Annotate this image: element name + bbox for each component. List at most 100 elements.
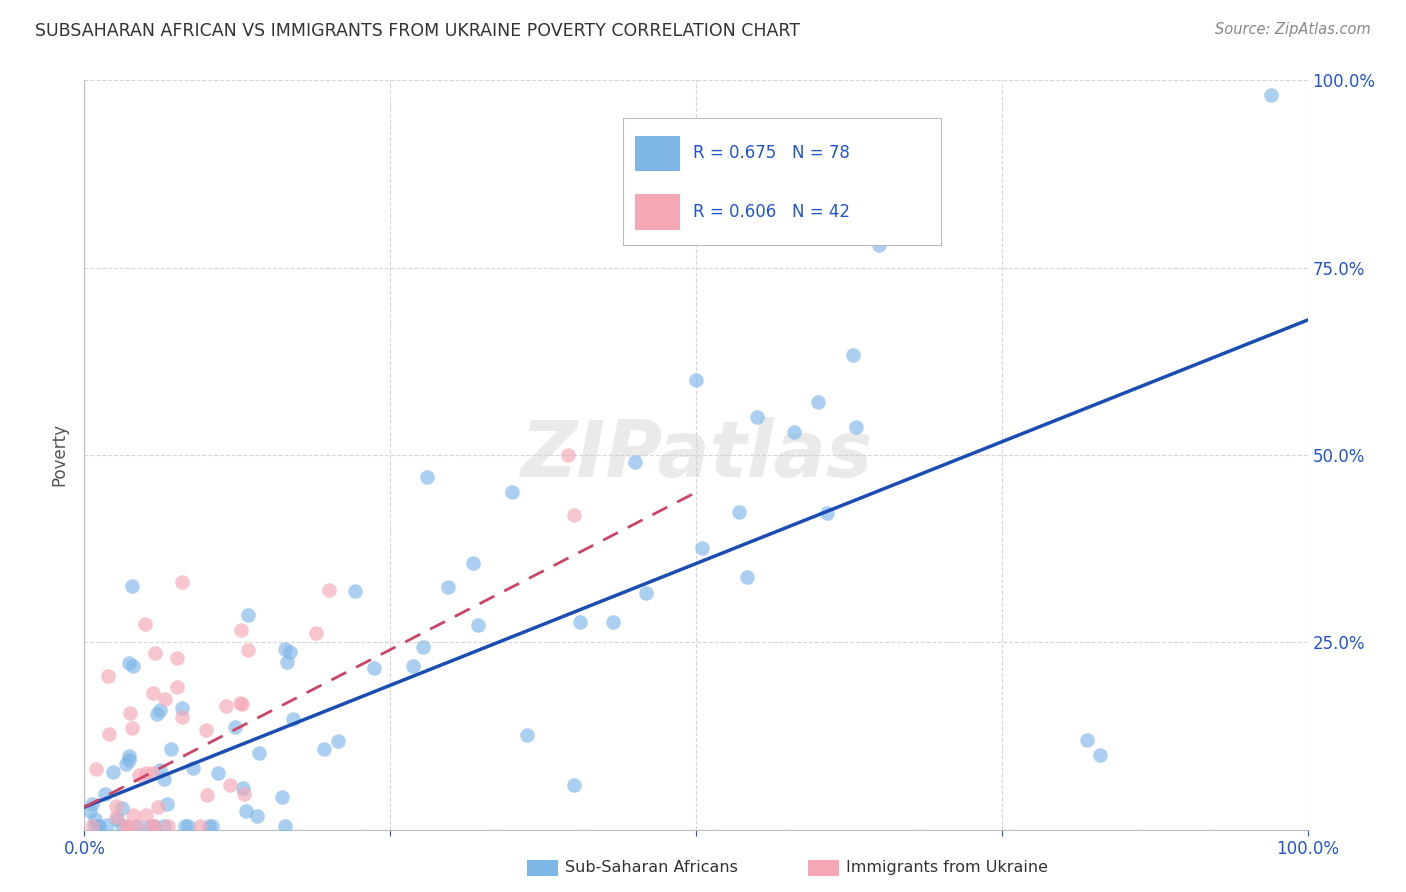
Point — [344, 583, 367, 598]
Point — [238, 642, 260, 657]
Point — [247, 746, 270, 760]
Point — [122, 659, 145, 673]
Point — [274, 819, 297, 833]
Point — [86, 819, 108, 833]
Point — [155, 797, 177, 811]
Point — [101, 764, 124, 779]
Point — [120, 706, 142, 720]
Point — [562, 778, 585, 792]
Point — [281, 713, 304, 727]
Point — [172, 575, 194, 590]
Point — [153, 692, 176, 706]
Point — [602, 615, 624, 630]
Point — [83, 819, 105, 833]
Text: Sub-Saharan Africans: Sub-Saharan Africans — [565, 861, 738, 875]
Point — [176, 819, 198, 833]
Point — [146, 706, 169, 721]
Point — [80, 797, 103, 811]
Point — [845, 419, 868, 434]
Point — [141, 765, 163, 780]
Point — [114, 819, 136, 833]
Point — [134, 617, 156, 632]
Point — [84, 762, 107, 776]
Point — [166, 680, 188, 694]
Point — [1088, 747, 1111, 762]
Point — [80, 819, 103, 833]
Point — [728, 505, 751, 519]
Point — [160, 741, 183, 756]
Point — [842, 348, 865, 362]
Point — [149, 763, 172, 777]
Point — [153, 772, 176, 787]
Point — [111, 801, 134, 815]
Point — [467, 618, 489, 632]
Point — [318, 582, 340, 597]
Point — [118, 656, 141, 670]
Point — [624, 455, 647, 469]
Point — [149, 703, 172, 717]
Point — [156, 819, 179, 833]
Point — [569, 615, 592, 629]
Point — [231, 623, 253, 637]
Point — [233, 787, 256, 801]
Point — [94, 787, 117, 801]
Point — [562, 508, 585, 522]
Point — [690, 541, 713, 555]
Point — [274, 642, 297, 657]
Point — [312, 742, 335, 756]
Point — [79, 804, 101, 818]
Point — [97, 669, 120, 683]
Point — [114, 757, 136, 772]
Point — [235, 804, 257, 818]
Text: Source: ZipAtlas.com: Source: ZipAtlas.com — [1215, 22, 1371, 37]
Point — [125, 819, 148, 833]
Point — [188, 819, 211, 833]
Point — [214, 698, 236, 713]
Point — [232, 781, 254, 796]
Point — [173, 819, 195, 833]
Point — [146, 800, 169, 814]
Point — [143, 819, 166, 833]
Point — [96, 818, 118, 832]
Point — [246, 808, 269, 822]
Point — [201, 819, 224, 833]
Point — [195, 723, 218, 738]
Point — [634, 585, 657, 599]
Point — [141, 819, 163, 833]
Point — [122, 807, 145, 822]
Point — [815, 506, 838, 520]
Point — [98, 727, 121, 741]
Point — [128, 768, 150, 782]
Point — [416, 470, 439, 484]
Point — [402, 659, 425, 673]
Point — [1260, 88, 1282, 103]
Point — [125, 819, 148, 833]
Point — [89, 819, 111, 833]
Point — [135, 807, 157, 822]
Point — [276, 655, 298, 669]
Point — [166, 651, 188, 665]
Point — [181, 761, 204, 775]
Point — [118, 749, 141, 764]
Point — [231, 697, 253, 711]
Point — [735, 570, 758, 584]
Point — [105, 799, 128, 814]
Point — [328, 734, 350, 748]
Point — [783, 425, 806, 440]
Point — [271, 790, 294, 805]
Point — [117, 753, 139, 767]
Point — [198, 819, 221, 833]
Text: SUBSAHARAN AFRICAN VS IMMIGRANTS FROM UKRAINE POVERTY CORRELATION CHART: SUBSAHARAN AFRICAN VS IMMIGRANTS FROM UK… — [35, 22, 800, 40]
Point — [121, 721, 143, 735]
Point — [305, 626, 328, 640]
Point — [142, 819, 165, 833]
Point — [172, 710, 194, 724]
Point — [219, 779, 242, 793]
Point — [115, 819, 138, 833]
Point — [557, 448, 579, 462]
Point — [170, 700, 193, 714]
Text: Immigrants from Ukraine: Immigrants from Ukraine — [846, 861, 1049, 875]
Point — [747, 410, 769, 425]
Point — [807, 395, 830, 409]
Point — [278, 645, 301, 659]
